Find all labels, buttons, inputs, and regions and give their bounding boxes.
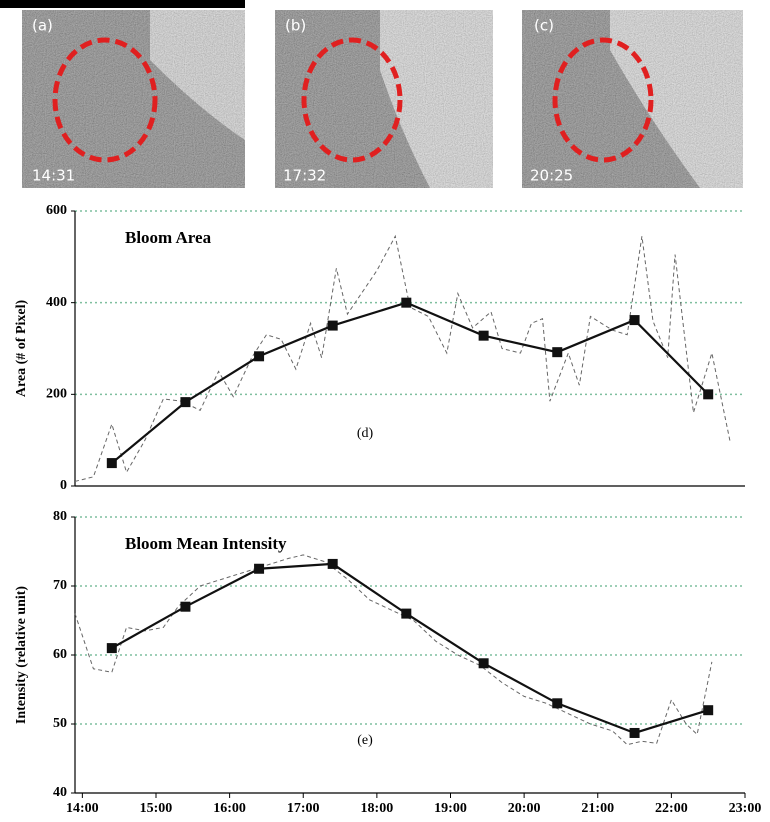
marker [703,705,714,716]
marker [180,397,191,408]
y-axis-label: Area (# of Pixel) [14,300,29,398]
marker [254,563,265,574]
marker [552,698,563,709]
x-tick-label: 15:00 [140,801,173,816]
marker [401,608,412,619]
marker [478,330,489,341]
chart-title: Bloom Mean Intensity [125,534,287,553]
marker [703,389,714,400]
x-tick-label: 22:00 [655,801,688,816]
y-tick-label: 400 [46,295,67,310]
x-tick-label: 23:00 [729,801,762,816]
x-tick-label: 17:00 [287,801,320,816]
image-label: (a) [32,17,53,35]
y-tick-label: 40 [53,785,67,800]
x-tick-label: 18:00 [361,801,394,816]
image-c: (c) 20:25 [522,10,743,188]
marker [629,727,640,738]
image-time: 17:32 [283,167,326,185]
image-label: (b) [285,17,306,35]
annotation: (e) [357,733,373,748]
marker [327,320,338,331]
series-line [74,234,731,482]
y-tick-label: 0 [60,478,67,493]
header-bar [0,0,245,8]
chart-title: Bloom Area [125,228,212,247]
marker [180,601,191,612]
y-tick-label: 70 [53,578,67,593]
x-tick-label: 16:00 [213,801,246,816]
y-tick-label: 50 [53,716,67,731]
x-tick-label: 19:00 [434,801,467,816]
series-line [111,301,709,464]
marker [106,458,117,469]
y-tick-label: 200 [46,387,67,402]
marker [254,351,265,362]
series-line [74,554,713,746]
y-tick-label: 80 [53,509,67,524]
x-tick-label: 21:00 [581,801,614,816]
y-tick-label: 60 [53,647,67,662]
marker [629,315,640,326]
image-time: 14:31 [32,167,75,185]
y-tick-label: 600 [46,203,67,218]
x-tick-label: 20:00 [508,801,541,816]
image-time: 20:25 [530,167,573,185]
y-axis-label: Intensity (relative unit) [14,586,29,725]
image-b: (b) 17:32 [275,10,493,188]
x-tick-label: 14:00 [66,801,99,816]
series-line [111,562,709,735]
image-a: (a) 14:31 [22,10,245,188]
marker [327,558,338,569]
marker [106,643,117,654]
marker [478,658,489,669]
image-label: (c) [534,17,554,35]
marker [552,347,563,358]
annotation: (d) [357,426,374,441]
marker [401,297,412,308]
